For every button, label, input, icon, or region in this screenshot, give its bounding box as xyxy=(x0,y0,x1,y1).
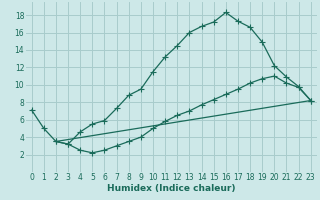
X-axis label: Humidex (Indice chaleur): Humidex (Indice chaleur) xyxy=(107,184,236,193)
